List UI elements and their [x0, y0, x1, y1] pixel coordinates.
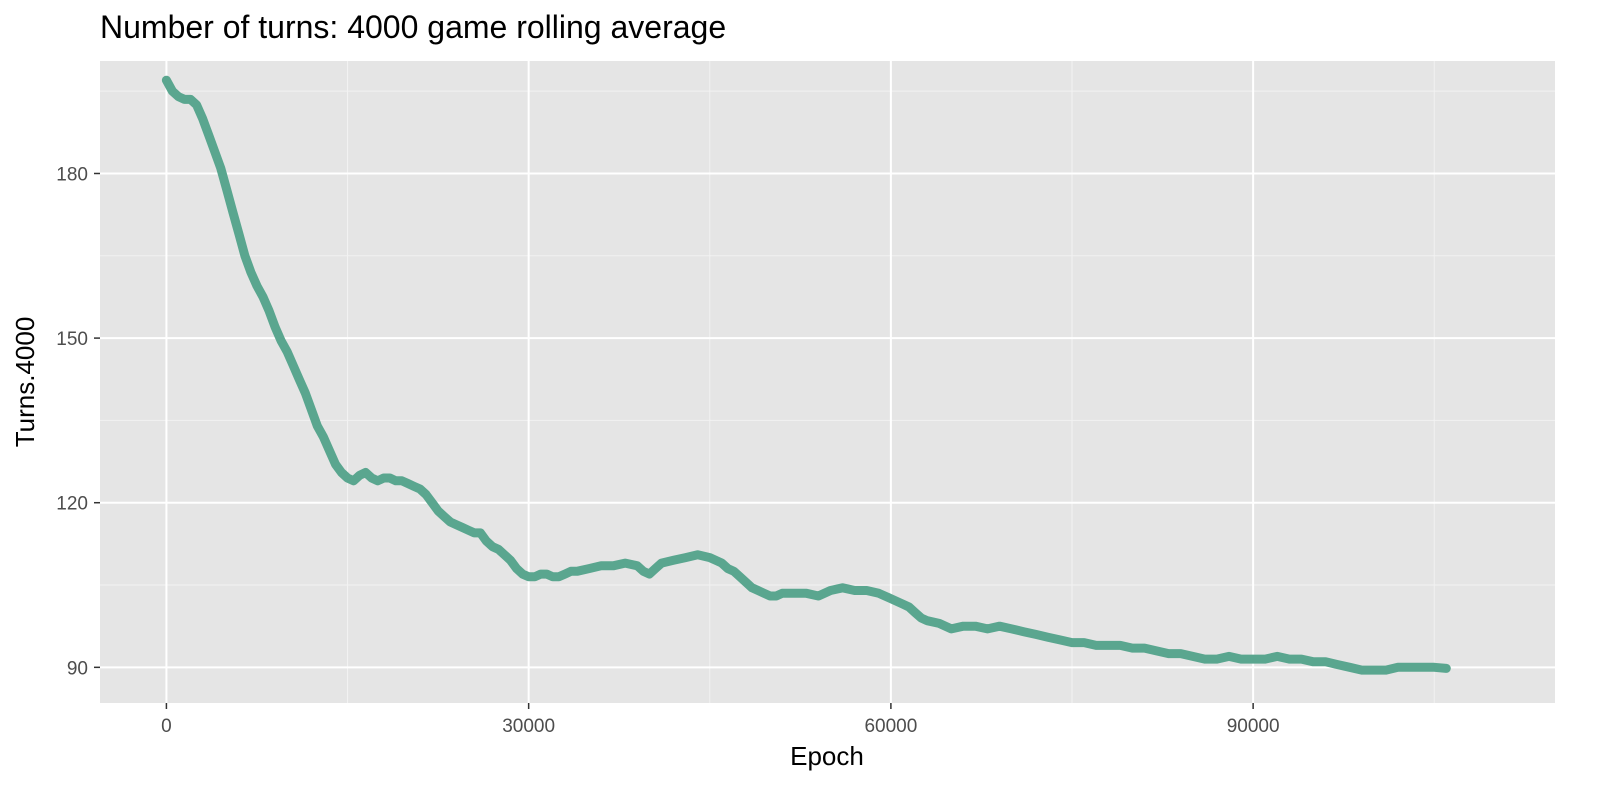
series-group — [161, 75, 1451, 675]
x-tick-label: 90000 — [1227, 716, 1280, 737]
x-axis-title: Epoch — [790, 741, 864, 771]
plot-panel — [100, 61, 1555, 703]
y-tick-label: 120 — [56, 494, 88, 515]
series-line — [161, 75, 1451, 675]
y-axis-title: Turns.4000 — [10, 317, 40, 448]
y-tick-label: 180 — [56, 164, 88, 185]
x-tick-label: 0 — [161, 716, 172, 737]
grid-minor — [100, 61, 1555, 703]
y-tick-label: 90 — [67, 658, 88, 679]
axis-ticks: 0 30000 60000 90000 90 120 150 180 — [56, 164, 1279, 737]
x-tick-label: 60000 — [864, 716, 917, 737]
x-tick-label: 30000 — [502, 716, 555, 737]
grid-major — [100, 61, 1555, 703]
chart-title: Number of turns: 4000 game rolling avera… — [100, 9, 726, 45]
y-tick-label: 150 — [56, 329, 88, 350]
